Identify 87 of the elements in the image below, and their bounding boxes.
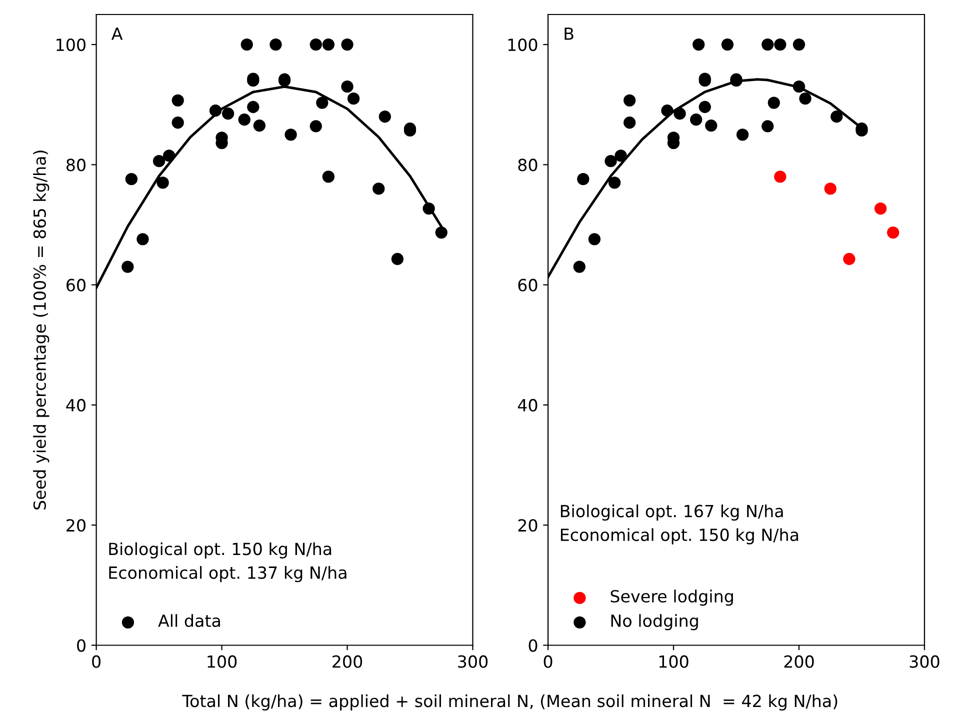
point [768, 96, 780, 109]
point [690, 114, 702, 126]
x-tick-label: 300 [458, 655, 488, 668]
point [310, 120, 322, 132]
point [774, 38, 786, 51]
point [874, 202, 887, 215]
point [122, 260, 134, 273]
point [577, 173, 590, 186]
point [608, 176, 621, 189]
x-tick-label: 100 [208, 655, 237, 668]
text: B [564, 28, 574, 40]
legend-label: Severe lodging [610, 590, 733, 606]
point [736, 128, 749, 141]
point [705, 120, 718, 132]
point [378, 110, 391, 123]
text: A [111, 28, 123, 40]
y-tick-label: 0 [77, 639, 86, 652]
point [721, 38, 734, 51]
point [372, 182, 385, 195]
y-tick-label: 60 [518, 278, 538, 292]
point [163, 150, 176, 162]
point [152, 155, 166, 168]
y-tick-label: 60 [66, 278, 86, 292]
point [247, 100, 260, 114]
y-tick-label: 0 [528, 639, 538, 652]
y-tick-label: 100 [56, 38, 86, 52]
y-tick-label: 80 [66, 158, 86, 172]
x-axis-title: Total N (kg/ha) = applied + soil mineral N, (Mean soil mineral N = 42 kg N/ha) [182, 694, 838, 710]
point [792, 80, 806, 93]
point [347, 92, 360, 105]
y-tick-label: 40 [66, 398, 86, 412]
y-tick-label: 80 [518, 158, 538, 172]
point [435, 226, 448, 239]
point [125, 173, 138, 186]
point [588, 233, 601, 246]
point [222, 108, 234, 120]
x-tick-label: 300 [910, 655, 940, 668]
point [322, 170, 335, 183]
point [661, 104, 674, 117]
point [172, 94, 184, 106]
point [614, 150, 627, 162]
point [604, 155, 617, 168]
y-tick-label: 20 [66, 519, 86, 532]
x-tick-label: 200 [332, 655, 362, 668]
point [624, 94, 636, 106]
y-tick-label: 100 [508, 38, 538, 52]
point [824, 182, 836, 195]
point [238, 114, 250, 126]
legend-label: All data [158, 614, 220, 628]
point [887, 226, 900, 239]
point [341, 80, 354, 93]
y-tick-label: 40 [518, 398, 538, 412]
x-tick-label: 100 [659, 655, 688, 668]
point [136, 233, 149, 246]
point [284, 128, 297, 141]
x-tick-label: 200 [784, 655, 814, 668]
point [624, 116, 636, 129]
point [843, 252, 856, 266]
point [422, 202, 435, 215]
point [172, 116, 184, 129]
point [762, 38, 774, 51]
point [762, 120, 774, 132]
x-tick-label: 0 [92, 655, 100, 668]
point [774, 170, 786, 183]
legend-label: No lodging [611, 614, 698, 630]
point [209, 104, 222, 117]
point [692, 38, 705, 51]
point [253, 120, 266, 132]
point [391, 252, 404, 266]
point [698, 100, 711, 114]
point [792, 38, 806, 51]
point [341, 38, 354, 51]
point [322, 38, 335, 51]
annotation: Biological opt. 150 kg N/ha Economical opt. 137 kg N/ha [109, 542, 346, 582]
point [316, 96, 328, 109]
point [270, 38, 282, 51]
point [310, 38, 322, 51]
x-tick-label: 0 [544, 655, 552, 668]
point [830, 110, 843, 123]
point [674, 108, 686, 120]
point [240, 38, 253, 51]
point [573, 260, 586, 273]
annotation: Biological opt. 167 kg N/ha Economical opt. 150 kg N/ha [560, 504, 798, 544]
y-tick-label: 20 [518, 519, 538, 532]
point [799, 92, 812, 105]
y-axis-title: Seed yield percentage (100% = 865 kg/ha) [33, 150, 50, 510]
point [156, 176, 169, 189]
